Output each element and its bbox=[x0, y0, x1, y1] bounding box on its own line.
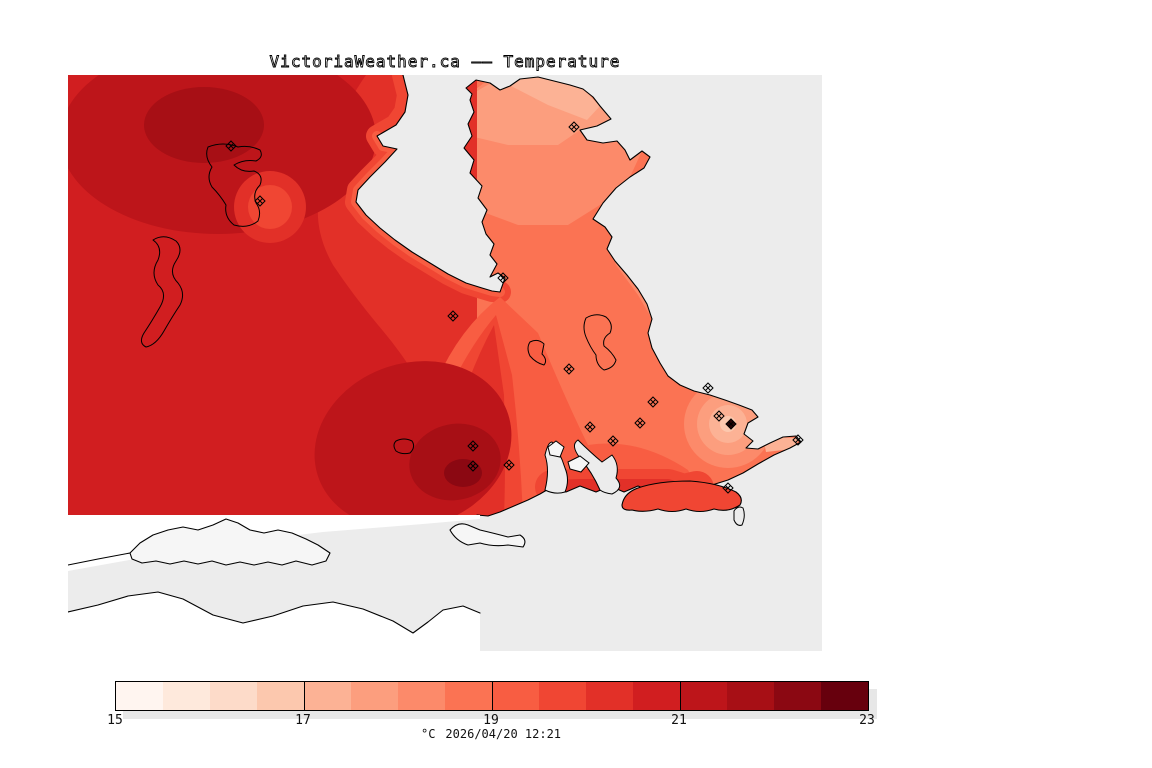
colorbar-tick-label: 17 bbox=[295, 713, 311, 728]
colorbar-segment bbox=[680, 682, 727, 710]
station-marker bbox=[722, 482, 734, 494]
colorbar-segment bbox=[257, 682, 304, 710]
colorbar-segment bbox=[163, 682, 210, 710]
station-marker bbox=[568, 121, 580, 133]
colorbar-tick-label: 21 bbox=[671, 713, 687, 728]
coastline bbox=[355, 74, 802, 517]
timestamp: 2026/04/20 12:21 bbox=[445, 727, 562, 741]
station-marker bbox=[503, 459, 515, 471]
colorbar-segment bbox=[633, 682, 680, 710]
page-title: VictoriaWeather.ca —— Temperature bbox=[269, 52, 621, 72]
colorbar-segment bbox=[210, 682, 257, 710]
harbour-land-2 bbox=[567, 455, 590, 473]
station-marker bbox=[225, 140, 237, 152]
station-marker bbox=[563, 363, 575, 375]
trial-island bbox=[733, 506, 745, 526]
colorbar-segment bbox=[398, 682, 445, 710]
station-marker bbox=[634, 417, 646, 429]
temperature-map bbox=[67, 74, 822, 651]
station-marker bbox=[497, 272, 509, 284]
colorbar-segment bbox=[116, 682, 163, 710]
reservoir-lake-outline bbox=[140, 236, 184, 348]
station-marker bbox=[254, 195, 266, 207]
station-marker bbox=[607, 435, 619, 447]
station-marker bbox=[725, 418, 737, 430]
station-marker bbox=[792, 434, 804, 446]
station-marker bbox=[467, 460, 479, 472]
colorbar-segment bbox=[351, 682, 398, 710]
harbour-land-1 bbox=[547, 440, 565, 458]
elk-lake-outline bbox=[583, 314, 617, 371]
metchosin-shoreline bbox=[67, 552, 131, 566]
colorbar-tick-19 bbox=[492, 682, 493, 710]
colorbar-tick-label: 19 bbox=[483, 713, 499, 728]
colorbar-tick-17 bbox=[304, 682, 305, 710]
station-marker bbox=[447, 310, 459, 322]
station-marker bbox=[467, 440, 479, 452]
station-marker bbox=[584, 421, 596, 433]
station-markers bbox=[225, 121, 804, 494]
colorbar-caption: °C 2026/04/20 12:21 bbox=[115, 727, 867, 741]
colorbar-segment bbox=[304, 682, 351, 710]
prospect-lake-outline bbox=[527, 339, 547, 366]
colorbar-segment bbox=[539, 682, 586, 710]
colorbar-segment bbox=[445, 682, 492, 710]
albert-head-land bbox=[449, 523, 526, 548]
station-marker bbox=[702, 382, 714, 394]
colorbar-segment bbox=[492, 682, 539, 710]
olympic-coastline bbox=[67, 591, 481, 634]
langford-lake-outline bbox=[393, 438, 415, 455]
colorbar-segment bbox=[774, 682, 821, 710]
colorbar-tick-labels: 15 17 19 21 23 bbox=[107, 713, 875, 728]
colorbar-tick-label: 15 bbox=[107, 713, 123, 728]
colorbar-tick-21 bbox=[680, 682, 681, 710]
unit-label: °C bbox=[420, 727, 436, 741]
colorbar-segment bbox=[821, 682, 868, 710]
sooke-basin-outline bbox=[206, 143, 262, 227]
colorbar bbox=[115, 681, 869, 711]
metchosin-land bbox=[129, 518, 331, 566]
colorbar-segment bbox=[727, 682, 774, 710]
map-canvas bbox=[67, 74, 822, 651]
olympic-peninsula-land bbox=[68, 592, 480, 651]
colorbar-segment bbox=[586, 682, 633, 710]
south-shore-strip bbox=[621, 480, 742, 513]
station-marker bbox=[647, 396, 659, 408]
colorbar-tick-label: 23 bbox=[859, 713, 875, 728]
station-marker bbox=[713, 410, 725, 422]
